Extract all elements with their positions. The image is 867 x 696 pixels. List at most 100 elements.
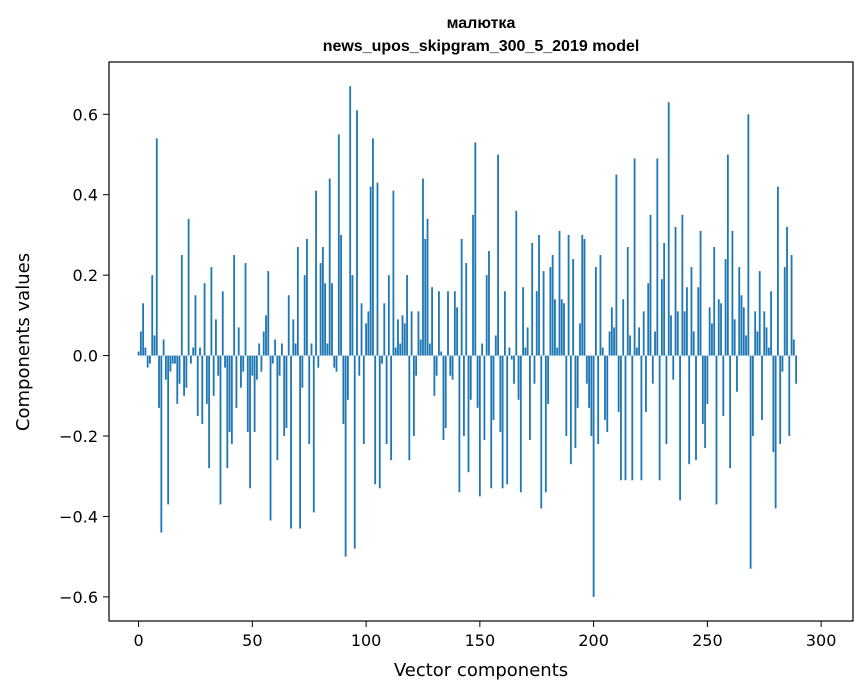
bar: [278, 355, 281, 376]
bar: [290, 355, 292, 529]
bar: [483, 355, 486, 441]
bar: [795, 355, 798, 384]
bar: [422, 178, 424, 356]
bar: [510, 355, 513, 360]
bar: [676, 311, 679, 356]
bar: [253, 355, 256, 432]
bar: [276, 355, 279, 461]
bar: [415, 355, 418, 376]
bar: [203, 283, 206, 356]
bar: [624, 355, 627, 481]
bar: [620, 355, 622, 481]
bar: [529, 355, 531, 441]
bar: [428, 343, 431, 356]
bar: [369, 186, 372, 356]
bar: [353, 355, 356, 549]
bar: [642, 311, 645, 356]
y-tick-label: 0.0: [73, 347, 98, 366]
bar: [212, 355, 215, 396]
bar: [281, 343, 283, 356]
bar: [451, 355, 454, 380]
bar: [360, 303, 363, 356]
bar: [230, 355, 233, 445]
bar: [317, 355, 320, 368]
bar: [701, 355, 704, 424]
bar: [442, 355, 445, 441]
bar: [724, 259, 727, 356]
bar: [494, 335, 497, 356]
bar: [670, 315, 672, 356]
bar: [751, 355, 754, 437]
bar: [777, 186, 779, 356]
bar: [447, 291, 449, 356]
bar: [408, 355, 411, 461]
bar: [544, 355, 547, 493]
bar: [356, 110, 358, 356]
bar: [381, 355, 383, 364]
bar: [149, 355, 151, 364]
bar: [387, 275, 390, 356]
bar: [788, 355, 791, 437]
bar: [269, 355, 272, 521]
bar: [358, 355, 361, 376]
bar: [697, 287, 700, 356]
bar: [315, 190, 317, 356]
bar: [419, 339, 422, 356]
bar: [485, 275, 488, 356]
bar: [592, 355, 595, 597]
bar: [585, 355, 588, 384]
bar: [708, 307, 711, 356]
bar: [674, 226, 677, 356]
bar: [233, 255, 236, 356]
bar: [549, 267, 552, 356]
bar: [299, 355, 302, 529]
bar: [217, 355, 220, 376]
bar: [488, 251, 490, 356]
bar: [649, 214, 652, 356]
bar: [406, 275, 408, 356]
bar: [351, 275, 354, 356]
bar: [449, 355, 452, 376]
bar: [756, 331, 759, 356]
bar: [169, 355, 172, 372]
bar: [686, 287, 688, 356]
bar: [635, 347, 638, 356]
bar: [240, 355, 242, 388]
bar: [515, 210, 518, 356]
bar: [506, 355, 509, 485]
bar: [390, 355, 393, 461]
bar: [249, 355, 251, 489]
bar: [174, 355, 176, 364]
bar: [412, 355, 415, 437]
bar: [262, 331, 265, 356]
bar: [731, 230, 734, 356]
bar: [328, 178, 331, 356]
bar: [258, 343, 261, 356]
bar: [403, 323, 406, 356]
bars-group: [137, 86, 798, 597]
bar: [665, 355, 668, 445]
bar: [524, 347, 527, 356]
bar: [244, 263, 247, 356]
bar: [476, 355, 479, 408]
bar: [565, 355, 568, 437]
bar: [783, 267, 786, 356]
bar: [417, 311, 420, 356]
bar: [342, 355, 345, 424]
bar: [460, 238, 463, 356]
bar: [695, 355, 697, 461]
bar: [790, 255, 793, 356]
bar: [283, 355, 286, 437]
bar: [312, 355, 315, 513]
bar: [513, 355, 515, 384]
bar: [640, 355, 643, 481]
bar: [590, 355, 593, 437]
bar: [142, 303, 145, 356]
bar: [456, 307, 459, 356]
bar: [183, 355, 185, 396]
bar: [574, 355, 577, 449]
bar: [554, 299, 556, 356]
bar: [467, 355, 470, 473]
bar: [761, 355, 763, 420]
bar: [235, 355, 238, 408]
